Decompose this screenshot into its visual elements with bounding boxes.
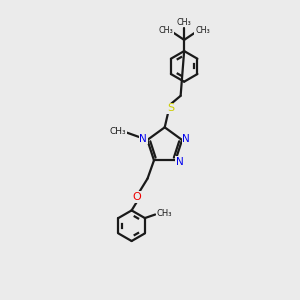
Text: N: N xyxy=(176,157,183,167)
Text: CH₃: CH₃ xyxy=(158,26,173,35)
Text: CH₃: CH₃ xyxy=(195,26,210,35)
Text: N: N xyxy=(182,134,190,144)
Text: O: O xyxy=(132,192,141,202)
Text: N: N xyxy=(140,134,147,144)
Text: CH₃: CH₃ xyxy=(156,209,172,218)
Text: CH₃: CH₃ xyxy=(110,127,126,136)
Text: CH₃: CH₃ xyxy=(177,18,191,27)
Text: S: S xyxy=(167,103,174,113)
